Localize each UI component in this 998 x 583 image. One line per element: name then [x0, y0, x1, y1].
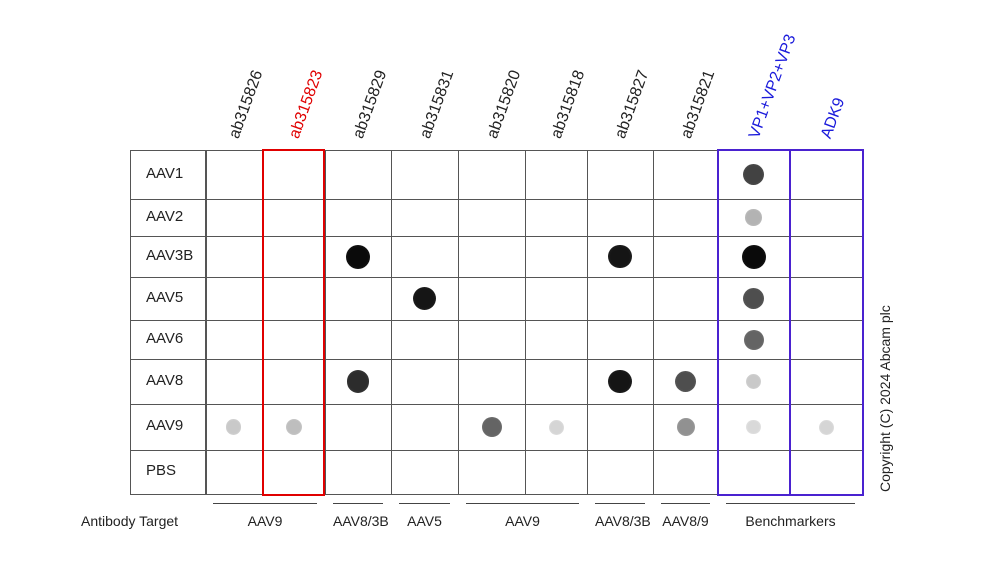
column-label: ab315821	[677, 68, 718, 141]
grid-vline	[653, 150, 654, 494]
blot-dot	[743, 329, 764, 350]
blot-dot	[675, 371, 696, 392]
target-label: AAV9	[505, 513, 540, 529]
column-label: ab315831	[416, 68, 457, 141]
grid-vline	[325, 150, 326, 494]
blot-dot	[741, 244, 766, 269]
blot-dot	[346, 370, 370, 393]
blot-dot	[745, 209, 762, 226]
column-label: ADK9	[818, 95, 849, 141]
target-label: AAV8/3B	[595, 513, 651, 529]
target-underline	[595, 503, 645, 504]
grid-hline	[130, 236, 863, 237]
column-label: ab315823	[285, 68, 326, 141]
blot-dot	[742, 163, 765, 186]
blue-box-divider	[789, 150, 791, 494]
blot-dot	[743, 288, 764, 309]
target-underline	[399, 503, 450, 504]
blot-dot	[548, 419, 564, 435]
grid-hline	[130, 404, 863, 405]
target-label: AAV8/3B	[333, 513, 389, 529]
blot-dot	[412, 286, 437, 311]
target-label: AAV8/9	[662, 513, 709, 529]
copyright-text: Copyright (C) 2024 Abcam plc	[877, 305, 893, 492]
antibody-target-heading: Antibody Target	[81, 513, 179, 529]
row-label: PBS	[146, 462, 177, 479]
grid-vline	[587, 150, 588, 494]
column-label: ab315820	[483, 68, 524, 141]
row-label: AAV8	[146, 371, 184, 389]
blot-dot	[346, 244, 370, 269]
target-underline	[466, 503, 579, 504]
row-label: AAV5	[146, 288, 184, 306]
target-underline	[213, 503, 317, 504]
row-label: AAV3B	[146, 246, 194, 264]
row-label: AAV6	[146, 329, 184, 347]
grid-vline	[130, 150, 131, 494]
column-label: ab315826	[225, 68, 266, 141]
blot-dot	[608, 369, 632, 394]
grid-vline	[391, 150, 392, 494]
grid-hline	[130, 150, 863, 151]
blot-dot	[746, 419, 761, 435]
blot-dot	[745, 373, 762, 390]
grid-hline	[130, 359, 863, 360]
grid-hline	[130, 277, 863, 278]
blot-dot	[608, 244, 632, 269]
blot-dot	[818, 419, 834, 435]
row-label: AAV9	[146, 417, 184, 434]
grid-vline	[205, 150, 207, 494]
row-label: AAV2	[146, 207, 184, 225]
grid-hline	[130, 199, 863, 200]
target-label: AAV9	[247, 513, 283, 529]
grid-hline	[130, 494, 863, 495]
target-underline	[661, 503, 710, 504]
target-underline	[726, 503, 855, 504]
grid-hline	[130, 450, 863, 451]
column-label: ab315818	[548, 68, 589, 141]
target-label: Benchmarkers	[745, 513, 836, 529]
blot-dot	[676, 418, 695, 436]
grid-vline	[525, 150, 526, 494]
column-label: ab315827	[612, 68, 653, 141]
blot-dot	[225, 419, 242, 435]
blot-dot	[481, 417, 502, 437]
red-highlight-box	[262, 149, 325, 496]
grid-hline	[130, 320, 863, 321]
column-label: ab315829	[350, 68, 391, 141]
grid-vline	[458, 150, 459, 494]
blot-dot	[285, 419, 302, 435]
row-label: AAV1	[146, 164, 184, 182]
column-label: VP1+VP2+VP3	[745, 32, 799, 141]
target-label: AAV5	[407, 513, 442, 529]
target-underline	[333, 503, 383, 504]
